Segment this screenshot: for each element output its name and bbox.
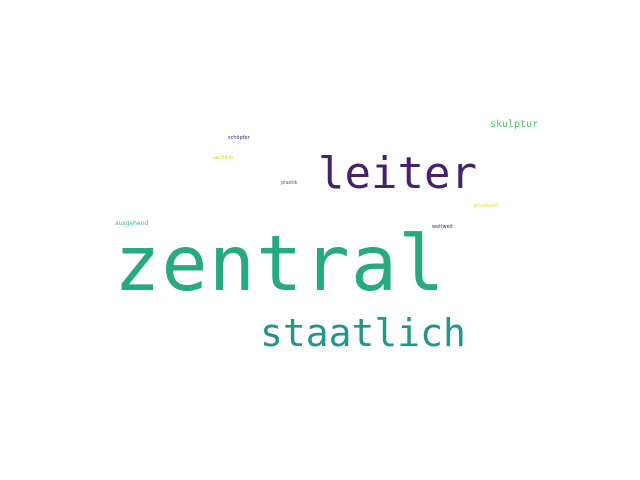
word-plastik: plastik: [281, 180, 298, 186]
word-leiter: leiter: [318, 148, 477, 199]
word-zentral: zentral: [114, 220, 446, 309]
word-schopfer: schöpfer: [228, 135, 250, 141]
word-staatlich: staatlich: [260, 311, 466, 355]
word-ausgehend: ausgehend: [115, 220, 149, 227]
word-skulptur: skulptur: [490, 119, 539, 130]
word-weltweit: weltweit: [432, 224, 454, 230]
word-sachlich: sachlich: [213, 155, 234, 161]
word-prunkvoll: prunkvoll: [474, 203, 498, 209]
